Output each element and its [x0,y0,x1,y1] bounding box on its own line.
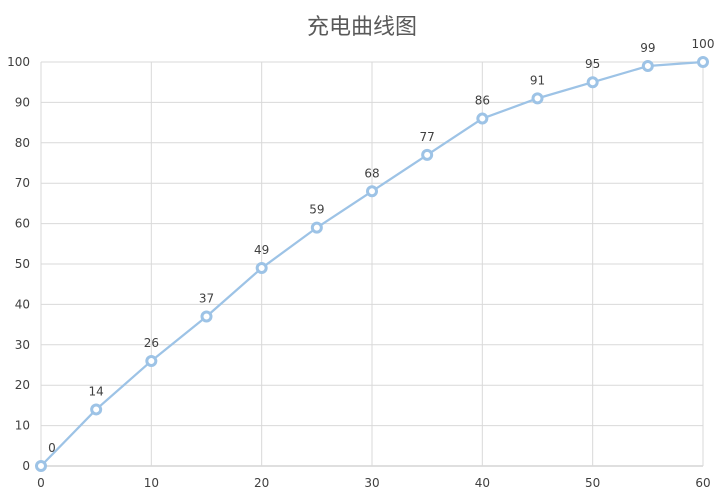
x-tick-label: 10 [144,476,159,490]
data-point [421,148,434,161]
data-label: 59 [309,203,324,217]
data-point [35,460,47,472]
data-point [697,56,709,68]
data-label: 99 [640,41,655,55]
chart-title: 充电曲线图 [307,15,417,40]
y-tick-label: 0 [22,459,30,473]
data-label: 26 [144,336,159,350]
data-point [90,403,103,416]
data-label: 77 [420,130,435,144]
y-tick-label: 90 [15,95,30,109]
data-point [476,112,489,125]
gridlines [40,61,704,467]
data-point [641,60,654,73]
data-points [35,56,709,472]
data-point [531,92,544,105]
y-tick-label: 70 [15,176,30,190]
data-label: 100 [692,37,715,51]
x-tick-label: 30 [364,476,379,490]
data-point [145,354,158,367]
data-point [586,76,599,89]
data-label: 37 [199,292,214,306]
x-tick-label: 50 [585,476,600,490]
data-point [255,262,268,275]
data-point [310,221,323,234]
y-tick-label: 60 [15,217,30,231]
data-label: 91 [530,73,545,87]
y-tick-label: 10 [15,419,30,433]
data-label: 14 [89,384,104,398]
x-tick-label: 20 [254,476,269,490]
data-label: 0 [48,441,56,455]
y-tick-label: 100 [7,55,30,69]
x-tick-label: 0 [37,476,45,490]
data-label: 86 [475,94,490,108]
y-tick-label: 80 [15,136,30,150]
x-tick-label: 60 [695,476,710,490]
x-axis-ticks: 0 10 20 30 40 50 60 [37,476,710,490]
y-tick-label: 40 [15,297,30,311]
y-tick-label: 50 [15,257,30,271]
y-tick-label: 20 [15,378,30,392]
data-labels: 0 14 26 37 49 59 68 77 86 91 95 99 100 [48,37,714,455]
y-axis-ticks: 0 10 20 30 40 50 60 70 80 90 100 [7,55,30,473]
x-tick-label: 40 [475,476,490,490]
data-label: 95 [585,57,600,71]
data-label: 49 [254,243,269,257]
data-point [366,185,378,198]
data-label: 68 [364,166,379,180]
y-tick-label: 30 [15,338,30,352]
data-point [200,310,213,323]
